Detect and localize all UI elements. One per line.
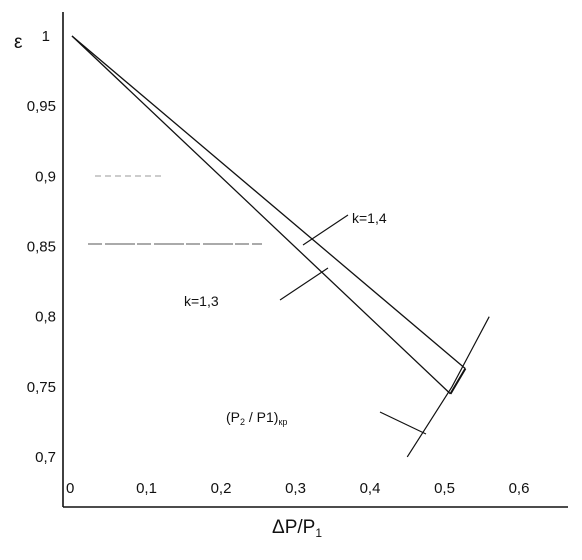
x-tick-label: 0,4: [360, 480, 381, 497]
series-group: [71, 35, 467, 395]
x-axis-label-sub: 1: [315, 526, 322, 540]
y-tick-label: 0,9: [35, 168, 56, 185]
x-axis-label-main: ΔP/P: [272, 517, 315, 538]
y-tick-label: 0,7: [35, 449, 56, 466]
x-tick-label: 0,3: [285, 480, 306, 497]
crit-sub1: 2: [240, 417, 245, 427]
x-tick-label: 0,6: [509, 480, 530, 497]
leader-line-k14: [302, 214, 349, 246]
leader-line-k13: [279, 267, 329, 301]
y-tick-labels: 0,7 0,75 0,8 0,85 0,9 0,95 1: [27, 28, 56, 466]
crit-mid: / P1): [245, 409, 278, 425]
x-tick-label: 0,2: [211, 480, 232, 497]
x-tick-labels: 0 0,1 0,2 0,3 0,4 0,5 0,6: [66, 480, 529, 497]
y-tick-label: 0,95: [27, 98, 56, 115]
annotation-k14: k=1,4: [352, 210, 387, 226]
critical-pressure-curve: [406, 316, 490, 458]
crit-sub2: кр: [278, 417, 287, 427]
x-axis-label: ΔP/P1: [272, 517, 322, 540]
x-tick-label: 0: [66, 480, 74, 497]
annotation-critical-ratio: (P2 / P1)кр: [226, 409, 287, 427]
series-line-k14: [71, 35, 466, 370]
y-tick-label: 0,75: [27, 379, 56, 396]
y-tick-label: 0,8: [35, 309, 56, 326]
x-tick-label: 0,1: [136, 480, 157, 497]
y-axis-label: ε: [14, 32, 23, 53]
series-line-k13: [71, 35, 451, 395]
y-tick-label: 0,85: [27, 238, 56, 255]
annotation-k13: k=1,3: [184, 293, 219, 309]
series-end-cap: [449, 368, 467, 395]
leader-line-crit: [379, 411, 427, 435]
y-tick-label: 1: [42, 28, 50, 45]
crit-main: (P: [226, 409, 240, 425]
x-tick-label: 0,5: [434, 480, 455, 497]
